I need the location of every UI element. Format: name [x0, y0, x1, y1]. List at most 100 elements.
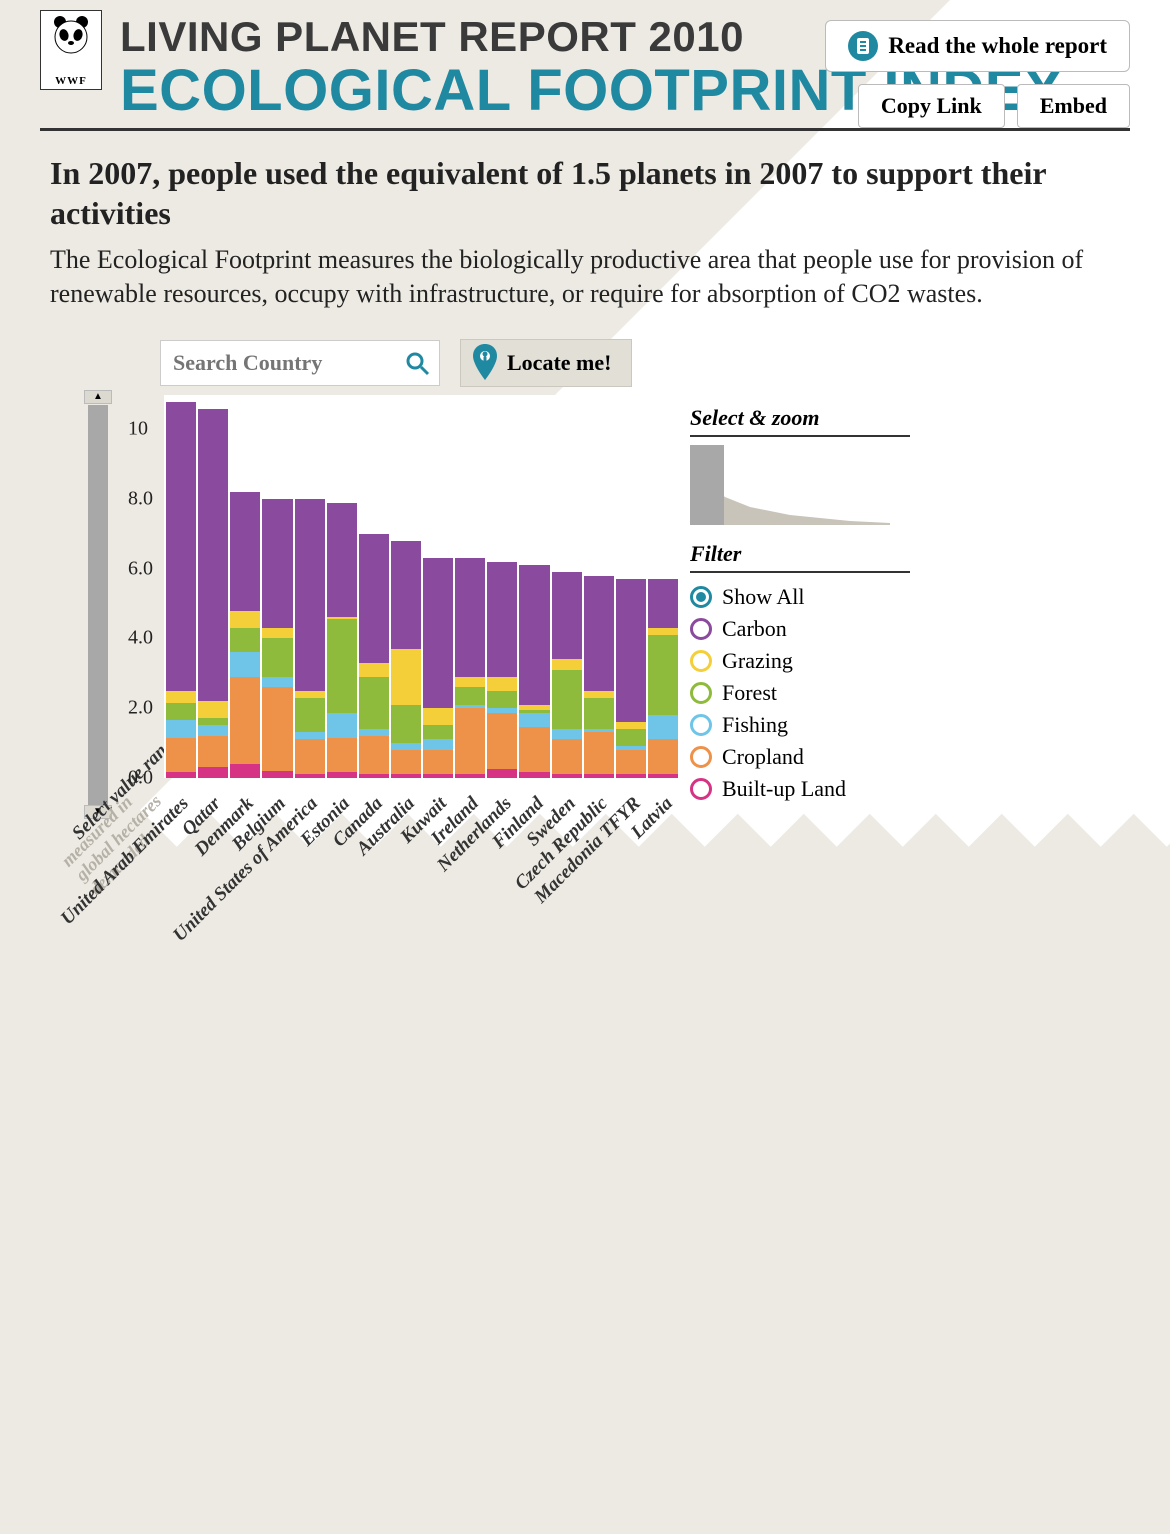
- seg-cropland: [262, 687, 292, 771]
- copy-link-button[interactable]: Copy Link: [858, 84, 1005, 128]
- filter-label: Cropland: [722, 744, 804, 770]
- radio-icon: [690, 682, 712, 704]
- y-tick: 4.0: [128, 627, 153, 650]
- seg-forest: [487, 691, 517, 708]
- filter-grazing[interactable]: Grazing: [690, 645, 910, 677]
- seg-built: [295, 774, 325, 777]
- filter-forest[interactable]: Forest: [690, 677, 910, 709]
- zoom-sparkline[interactable]: [690, 445, 890, 525]
- bar-latvia[interactable]: [648, 395, 678, 778]
- seg-grazing: [455, 677, 485, 687]
- seg-cropland: [295, 739, 325, 774]
- seg-carbon: [455, 558, 485, 676]
- seg-built: [455, 774, 485, 777]
- seg-built: [166, 772, 196, 777]
- bar-united-arab-emirates[interactable]: [166, 395, 196, 778]
- filter-label: Show All: [722, 584, 805, 610]
- bar-sweden[interactable]: [552, 395, 582, 778]
- embed-button[interactable]: Embed: [1017, 84, 1130, 128]
- filter-cropland[interactable]: Cropland: [690, 741, 910, 773]
- filter-label: Grazing: [722, 648, 793, 674]
- seg-built: [198, 767, 228, 777]
- seg-built: [391, 774, 421, 777]
- bar-united-states-of-america[interactable]: [295, 395, 325, 778]
- y-range-up-button[interactable]: ▲: [84, 390, 112, 404]
- filter-label: Built-up Land: [722, 776, 846, 802]
- seg-built: [648, 774, 678, 777]
- filter-label: Forest: [722, 680, 777, 706]
- seg-fishing: [648, 715, 678, 739]
- radio-icon: [690, 778, 712, 800]
- seg-carbon: [262, 499, 292, 628]
- read-report-button[interactable]: Read the whole report: [825, 20, 1130, 72]
- radio-icon: [690, 586, 712, 608]
- seg-cropland: [648, 739, 678, 774]
- intro-body: The Ecological Footprint measures the bi…: [50, 243, 1120, 311]
- y-tick: 0.0: [128, 766, 153, 789]
- search-icon[interactable]: [404, 350, 430, 376]
- bar-kuwait[interactable]: [423, 395, 453, 778]
- zoom-selection[interactable]: [690, 445, 724, 525]
- seg-forest: [198, 718, 228, 725]
- y-range-slider[interactable]: [88, 405, 108, 805]
- seg-grazing: [487, 677, 517, 691]
- seg-forest: [359, 677, 389, 729]
- bar-denmark[interactable]: [230, 395, 260, 778]
- bar-container: [164, 395, 680, 778]
- filter-show_all[interactable]: Show All: [690, 581, 910, 613]
- seg-built: [327, 772, 357, 777]
- bar-estonia[interactable]: [327, 395, 357, 778]
- seg-cropland: [423, 750, 453, 774]
- side-panel: Select & zoom Filter Show AllCarbonGrazi…: [690, 405, 910, 805]
- seg-forest: [295, 698, 325, 733]
- seg-built: [487, 769, 517, 778]
- seg-grazing: [616, 722, 646, 729]
- bar-finland[interactable]: [519, 395, 549, 778]
- seg-cropland: [616, 750, 646, 774]
- seg-forest: [455, 687, 485, 704]
- seg-forest: [391, 705, 421, 743]
- seg-carbon: [519, 565, 549, 704]
- seg-cropland: [584, 732, 614, 774]
- bar-australia[interactable]: [391, 395, 421, 778]
- filter-fishing[interactable]: Fishing: [690, 709, 910, 741]
- filter-built[interactable]: Built-up Land: [690, 773, 910, 805]
- seg-forest: [552, 670, 582, 729]
- chart-region: ▲ ▼ Select value range measured inglobal…: [50, 395, 1120, 1075]
- seg-forest: [423, 725, 453, 739]
- seg-grazing: [423, 708, 453, 725]
- bar-ireland[interactable]: [455, 395, 485, 778]
- read-report-label: Read the whole report: [888, 33, 1107, 59]
- search-wrap: [160, 340, 440, 386]
- header: WWF LIVING PLANET REPORT 2010 ECOLOGICAL…: [0, 0, 1170, 120]
- locate-label: Locate me!: [507, 350, 611, 375]
- seg-carbon: [584, 576, 614, 691]
- seg-grazing: [391, 649, 421, 705]
- filter-carbon[interactable]: Carbon: [690, 613, 910, 645]
- seg-cropland: [391, 750, 421, 774]
- bar-canada[interactable]: [359, 395, 389, 778]
- bar-netherlands[interactable]: [487, 395, 517, 778]
- seg-fishing: [262, 677, 292, 687]
- search-input[interactable]: [160, 340, 440, 386]
- bar-belgium[interactable]: [262, 395, 292, 778]
- bar-qatar[interactable]: [198, 395, 228, 778]
- bar-czech-republic[interactable]: [584, 395, 614, 778]
- panda-icon: [51, 15, 91, 55]
- filter-heading: Filter: [690, 541, 910, 573]
- intro-section: In 2007, people used the equivalent of 1…: [0, 131, 1170, 1075]
- locate-button[interactable]: Locate me!: [460, 339, 632, 387]
- seg-grazing: [198, 701, 228, 718]
- seg-forest: [327, 619, 357, 713]
- seg-forest: [166, 703, 196, 720]
- bar-macedonia-tfyr[interactable]: [616, 395, 646, 778]
- seg-grazing: [648, 628, 678, 635]
- seg-built: [519, 772, 549, 777]
- seg-cropland: [552, 739, 582, 774]
- seg-fishing: [552, 729, 582, 739]
- seg-fishing: [391, 743, 421, 750]
- seg-carbon: [295, 499, 325, 691]
- wwf-text: WWF: [55, 75, 87, 87]
- chart-toolbar: Locate me!: [160, 339, 1120, 387]
- seg-built: [359, 774, 389, 777]
